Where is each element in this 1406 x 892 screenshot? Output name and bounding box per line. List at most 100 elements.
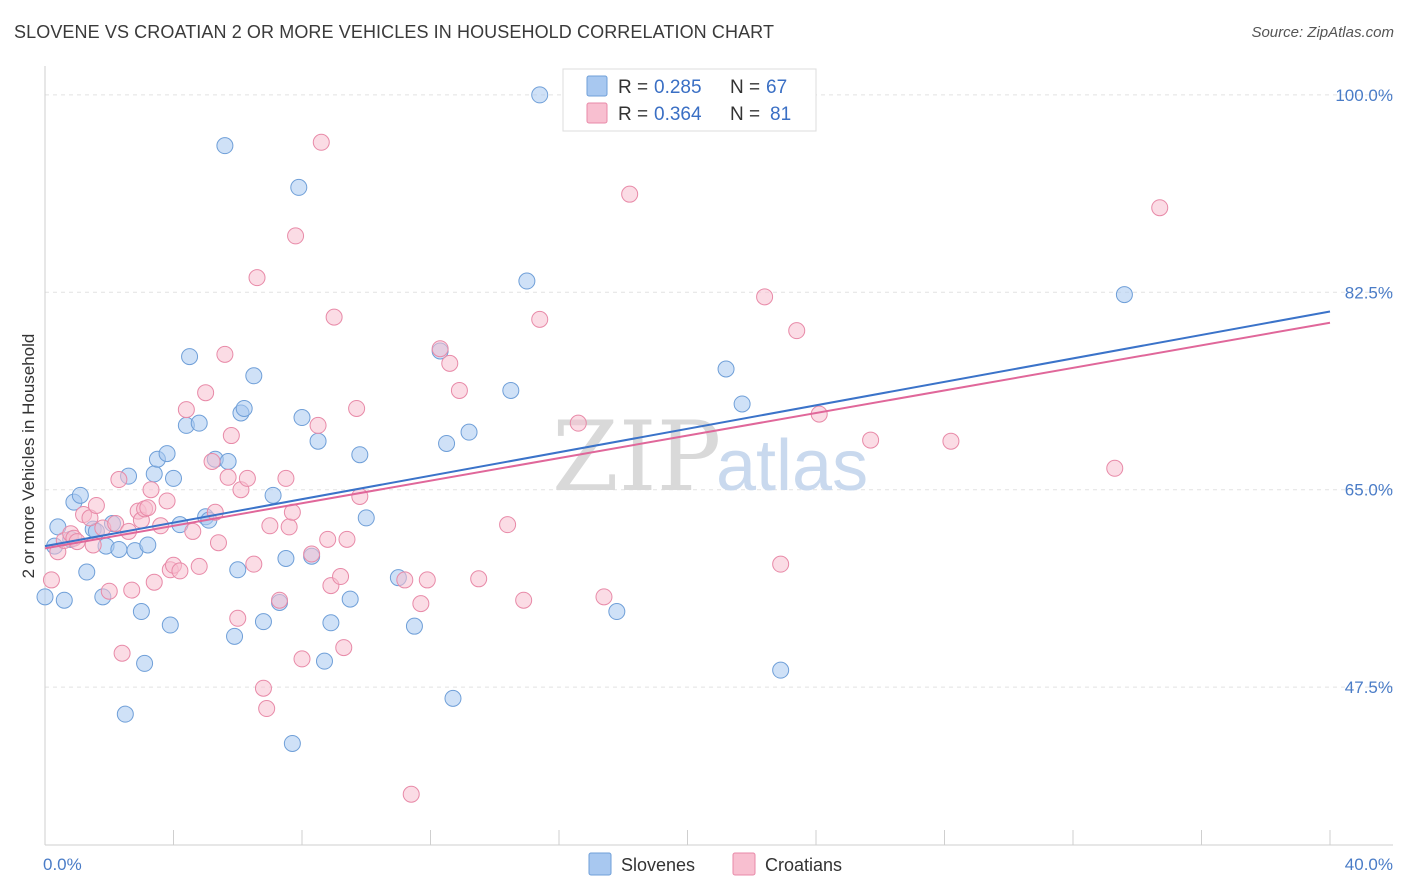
slovenes-point (219, 453, 237, 470)
slovenes-point (78, 563, 96, 581)
croatians-point (348, 399, 366, 417)
slovenes-point (283, 734, 301, 752)
croatians-point (142, 481, 160, 499)
croatians-point (110, 471, 128, 489)
croatians-point (139, 499, 157, 517)
croatians-point (107, 515, 125, 533)
croatians-point (862, 431, 880, 449)
y-tick-labels: 47.5% 65.0% 82.5% 100.0% (1335, 86, 1393, 697)
slovenes-point (460, 423, 478, 441)
legend-n-label: N = (730, 104, 760, 125)
axes (44, 66, 1393, 846)
series-legend: Slovenes Croatians (588, 852, 842, 876)
chart-title: SLOVENE VS CROATIAN 2 OR MORE VEHICLES I… (14, 22, 775, 42)
y-tick-label: 47.5% (1345, 678, 1393, 697)
croatians-point (87, 496, 105, 514)
croatians-point (441, 354, 459, 372)
croatians-point (158, 492, 176, 510)
slovenes-point (71, 486, 89, 504)
croatians-point (216, 345, 234, 363)
source-label: Source: ZipAtlas.com (1251, 24, 1394, 41)
croatians-point (788, 322, 806, 340)
legend-swatch-slovenes (588, 852, 612, 876)
slovenes-point (277, 550, 295, 568)
slovenes-point (438, 434, 456, 452)
slovenes-point (139, 536, 157, 554)
croatians-point (203, 453, 221, 470)
slovenes-point (717, 360, 735, 378)
slovenes-point (293, 409, 311, 427)
legend-swatch-croatians (732, 852, 756, 876)
slovenes-point (136, 654, 154, 672)
slovenes-point (165, 469, 182, 487)
croatians-point (418, 571, 436, 589)
slovenes-point (36, 588, 54, 606)
y-tick-label: 100.0% (1335, 86, 1393, 105)
croatians-point (450, 381, 468, 399)
croatians-point (1151, 199, 1169, 217)
croatians-point (222, 427, 240, 445)
legend-r-value-croatians: 0.364 (654, 104, 702, 125)
croatians-point (515, 591, 533, 609)
slovenes-point (733, 395, 751, 413)
legend-n-value-slovenes: 67 (766, 77, 787, 98)
legend-label-croatians: Croatians (765, 855, 842, 875)
croatians-point (229, 609, 247, 627)
legend-r-label: R = (618, 77, 648, 98)
slovenes-point (132, 603, 150, 621)
croatians-point (277, 469, 295, 487)
trend-lines (44, 310, 1331, 550)
slovenes-point (502, 381, 520, 399)
slovenes-point (110, 540, 128, 558)
legend-swatch-croatians (586, 102, 608, 124)
slovenes-point (444, 689, 462, 707)
slovenes-point (1115, 286, 1133, 304)
watermark-atlas: atlas (716, 426, 868, 506)
croatians-point (332, 568, 350, 586)
slovenes-point (145, 465, 163, 483)
croatians-point (756, 288, 774, 306)
slovenes-point (531, 86, 549, 104)
croatians-point (287, 227, 305, 245)
legend-n-label: N = (730, 77, 760, 98)
slovenes-point (235, 399, 253, 417)
croatians-point (219, 468, 237, 486)
croatians-point (319, 530, 337, 548)
croatians-point (351, 487, 369, 505)
croatians-point (100, 582, 118, 600)
croatians-point (1106, 459, 1124, 477)
croatians-point (197, 384, 215, 402)
x-tick-label: 0.0% (43, 855, 82, 874)
croatians-point (293, 650, 311, 668)
croatians-point (621, 185, 639, 203)
croatians-point (190, 557, 208, 575)
legend-swatch-slovenes (586, 75, 608, 97)
x-tick-labels: 0.0% 40.0% (43, 855, 1393, 874)
croatians-point (412, 595, 430, 613)
slovenes-point (226, 627, 244, 645)
croatians-point (184, 522, 202, 540)
slovenes-point (322, 614, 340, 632)
slovenes-point (518, 272, 536, 290)
croatians-point (42, 571, 60, 589)
x-tick-label: 40.0% (1345, 855, 1393, 874)
slovenes-point (216, 137, 234, 155)
y-tick-label: 82.5% (1345, 283, 1393, 302)
data-points (36, 86, 1169, 803)
croatians-point (261, 517, 279, 535)
croatians-point (245, 555, 263, 573)
slovenes-point (254, 613, 272, 631)
slovenes-point (161, 616, 179, 634)
slovenes-trend-line (44, 310, 1331, 548)
slovenes-point (229, 561, 247, 579)
croatians-point (569, 414, 587, 432)
croatians-point (396, 571, 414, 589)
legend-n-value-croatians: 81 (770, 104, 791, 125)
croatians-point (499, 516, 517, 534)
croatians-point (942, 432, 960, 450)
croatians-point (177, 401, 195, 419)
slovenes-point (55, 591, 73, 609)
croatians-point (772, 555, 790, 573)
croatians-point (531, 310, 549, 328)
